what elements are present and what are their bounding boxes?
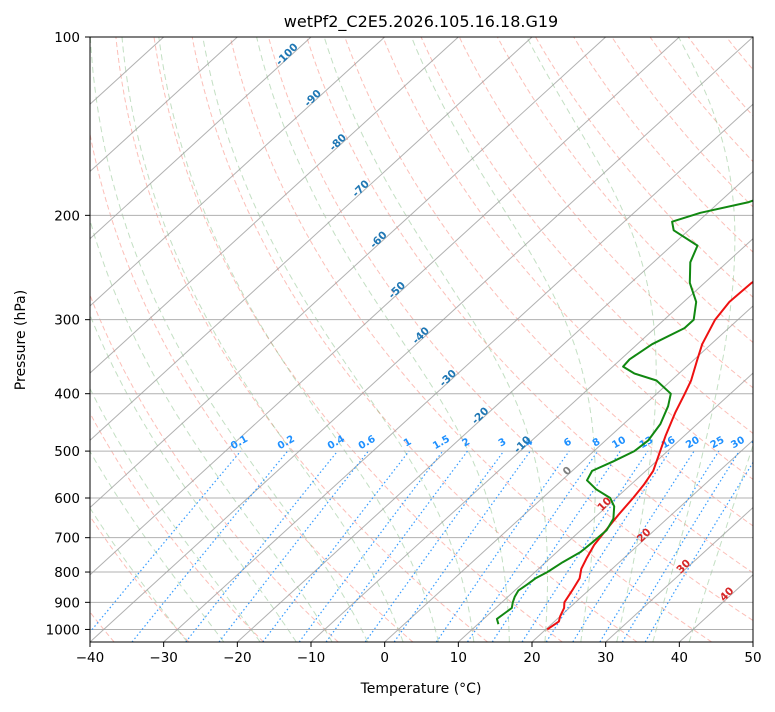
chart-title: wetPf2_C2E5.2026.105.16.18.G19 [284,12,558,32]
y-tick-label: 700 [54,531,80,547]
x-tick-label: 30 [597,650,614,666]
y-tick-label: 200 [54,208,80,224]
x-tick-label: −30 [149,650,178,666]
x-tick-label: 0 [380,650,389,666]
x-tick-label: 40 [671,650,688,666]
y-tick-label: 400 [54,387,80,403]
y-tick-label: 500 [54,444,80,460]
x-tick-label: 50 [744,650,761,666]
y-tick-label: 300 [54,313,80,329]
x-tick-label: −20 [223,650,252,666]
x-axis-label: Temperature (°C) [360,681,482,697]
x-tick-label: 10 [450,650,467,666]
y-tick-label: 900 [54,595,80,611]
x-tick-label: 20 [523,650,540,666]
x-tick-label: −10 [297,650,326,666]
x-tick-label: −40 [76,650,105,666]
y-tick-label: 800 [54,565,80,581]
y-tick-label: 1000 [46,622,80,638]
y-axis-label: Pressure (hPa) [13,290,29,390]
y-tick-label: 100 [54,30,80,46]
y-tick-label: 600 [54,491,80,507]
